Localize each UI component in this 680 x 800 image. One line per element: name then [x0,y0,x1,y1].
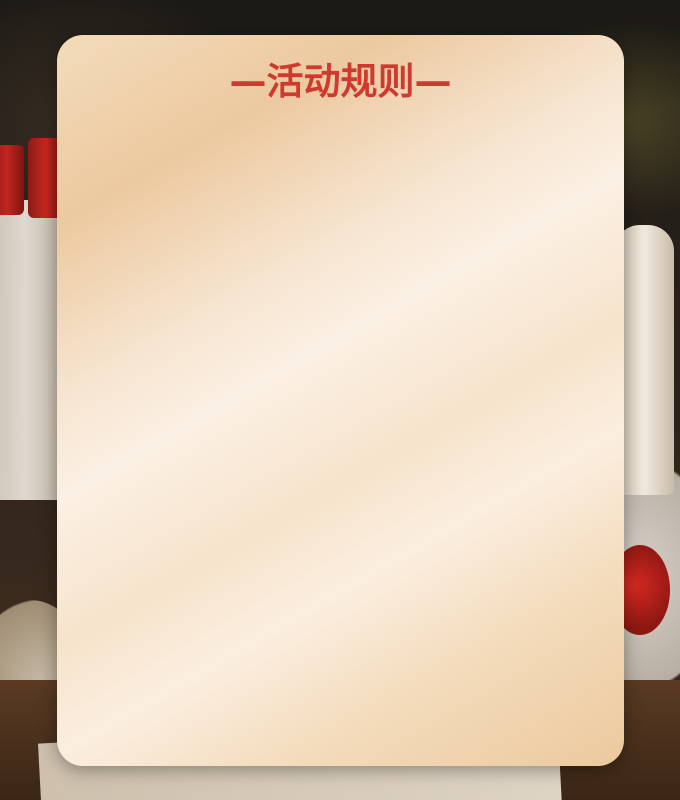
background-bottle-cap [0,145,24,215]
rules-modal: —活动规则— [57,35,624,766]
rules-content [87,125,594,736]
modal-title: —活动规则— [229,60,452,103]
background-bottle-right [614,225,674,495]
